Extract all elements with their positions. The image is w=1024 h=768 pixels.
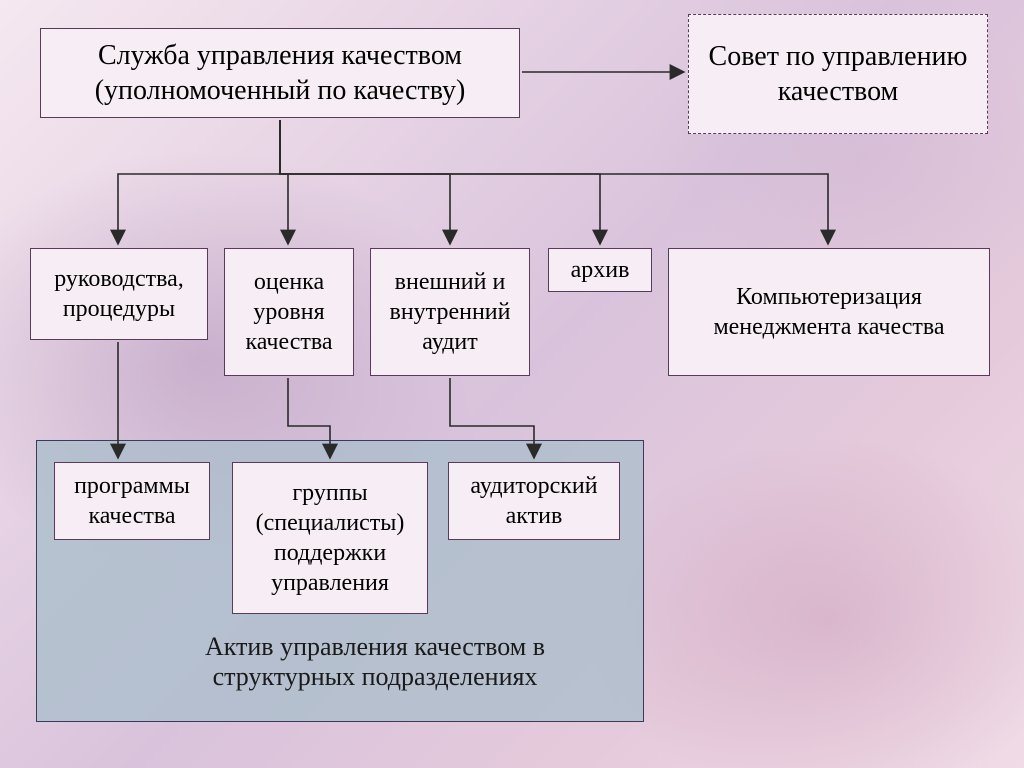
node-label: внешний и внутренний аудит <box>377 267 523 357</box>
node-quality-service: Служба управления качеством (уполномочен… <box>40 28 520 118</box>
node-archive: архив <box>548 248 652 292</box>
node-audit-asset: аудиторский актив <box>448 462 620 540</box>
node-label: группы (специалисты) поддержки управлени… <box>239 478 421 598</box>
panel-caption-text: Актив управления качеством в структурных… <box>205 632 545 691</box>
node-label: архив <box>571 255 630 285</box>
node-quality-programs: программы качества <box>54 462 210 540</box>
node-label: Служба управления качеством (уполномочен… <box>47 38 513 108</box>
node-label: аудиторский актив <box>455 471 613 531</box>
node-label: оценка уровня качества <box>231 267 347 357</box>
node-quality-assessment: оценка уровня качества <box>224 248 354 376</box>
node-procedures: руководства, процедуры <box>30 248 208 340</box>
node-quality-council: Совет по управлению качеством <box>688 14 988 134</box>
node-support-groups: группы (специалисты) поддержки управлени… <box>232 462 428 614</box>
node-computerization: Компьютеризация менеджмента качества <box>668 248 990 376</box>
node-audit: внешний и внутренний аудит <box>370 248 530 376</box>
panel-caption: Актив управления качеством в структурных… <box>140 632 610 692</box>
node-label: Совет по управлению качеством <box>695 39 981 109</box>
node-label: Компьютеризация менеджмента качества <box>675 282 983 342</box>
node-label: руководства, процедуры <box>37 264 201 324</box>
node-label: программы качества <box>61 471 203 531</box>
